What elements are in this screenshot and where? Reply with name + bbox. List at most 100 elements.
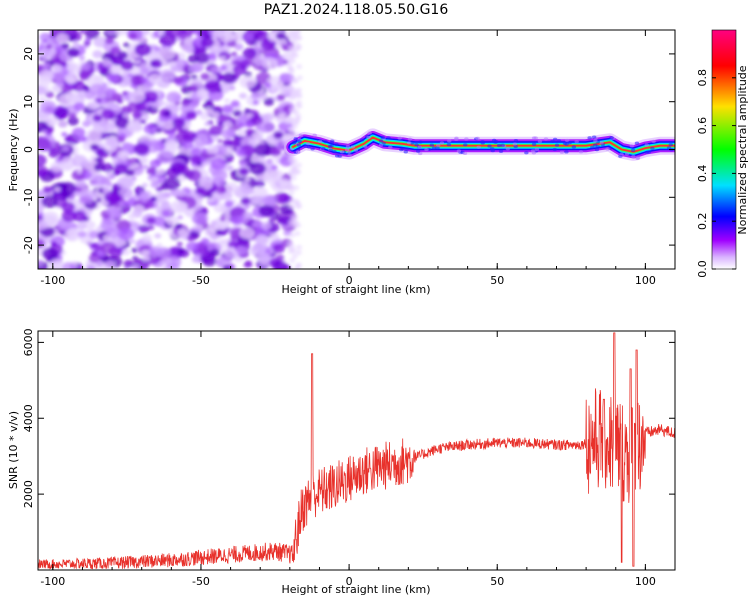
signal-speckle <box>332 150 337 154</box>
noise-blob <box>156 243 163 248</box>
noise-blob <box>177 247 185 254</box>
signal-speckle <box>435 146 440 150</box>
noise-blob <box>287 30 294 35</box>
noise-blob <box>154 233 162 239</box>
noise-blob <box>235 246 247 255</box>
noise-blob <box>250 92 260 100</box>
noise-blob <box>96 198 102 203</box>
noise-blob <box>251 186 268 199</box>
signal-speckle <box>505 147 511 151</box>
noise-blob <box>162 266 169 269</box>
noise-blob <box>163 101 169 106</box>
noise-blob <box>42 186 52 194</box>
noise-blob <box>101 163 114 173</box>
noise-blob <box>138 224 150 234</box>
signal-speckle <box>312 133 317 137</box>
noise-blob <box>89 83 105 96</box>
signal-speckle <box>552 147 557 152</box>
signal-speckle <box>289 147 294 151</box>
noise-blob <box>146 166 157 175</box>
noise-blob <box>206 144 219 155</box>
noise-blob <box>190 147 202 157</box>
noise-blob <box>174 223 183 230</box>
noise-blob <box>238 92 247 99</box>
noise-blob <box>65 30 78 36</box>
noise-blob <box>185 241 199 252</box>
noise-blob <box>245 121 254 128</box>
noise-blob <box>230 100 240 108</box>
noise-blob <box>38 120 49 132</box>
y-tick-label: 10 <box>22 95 35 109</box>
signal-speckle <box>564 150 569 154</box>
noise-blob <box>212 176 225 186</box>
noise-blob <box>67 63 82 75</box>
signal-speckle <box>321 146 326 151</box>
noise-blob <box>288 204 295 210</box>
snr-xlabel: Height of straight line (km) <box>281 583 430 596</box>
noise-blob <box>45 44 53 50</box>
noise-blob <box>106 30 116 35</box>
noise-blob <box>245 128 254 136</box>
noise-blob <box>141 198 148 204</box>
noise-blob <box>134 59 141 64</box>
noise-blob <box>162 60 168 65</box>
signal-speckle <box>339 150 345 154</box>
signal-speckle <box>550 139 555 143</box>
noise-blob <box>218 55 226 61</box>
noise-blob <box>161 120 175 130</box>
noise-blob <box>281 44 287 49</box>
noise-blob <box>79 193 93 205</box>
noise-blob <box>38 238 45 249</box>
noise-blob <box>256 252 272 263</box>
noise-blob <box>224 98 230 103</box>
noise-blob <box>291 120 298 126</box>
noise-blob <box>218 114 229 123</box>
colorbar-tick-label: 0.0 <box>696 260 709 278</box>
noise-blob <box>55 33 70 44</box>
noise-blob <box>44 115 59 126</box>
noise-blob <box>296 100 303 106</box>
colorbar: 0.0 0.2 0.4 0.6 0.8 Normalized spectral ampl… <box>696 29 749 278</box>
colorbar-tick-label: 0.8 <box>696 69 709 87</box>
signal-speckle <box>552 137 558 141</box>
noise-blob <box>150 58 162 68</box>
noise-blob <box>244 204 250 209</box>
noise-blob <box>154 46 162 53</box>
chart-title: PAZ1.2024.118.05.50.G16 <box>264 2 449 18</box>
noise-blob <box>78 69 92 80</box>
signal-speckle <box>353 148 359 152</box>
signal-speckle <box>524 151 529 155</box>
noise-blob <box>221 128 236 140</box>
noise-blob <box>181 42 194 53</box>
snr-series-line <box>38 332 675 570</box>
noise-blob <box>263 112 275 122</box>
noise-blob <box>38 154 47 167</box>
signal-speckle <box>454 137 459 142</box>
noise-blob <box>142 164 149 169</box>
noise-blob <box>210 220 218 226</box>
y-tick-label: 0 <box>22 146 35 153</box>
noise-blob <box>296 44 303 50</box>
signal-speckle <box>556 139 562 143</box>
noise-blob <box>38 96 47 103</box>
noise-blob <box>114 117 130 129</box>
noise-blob <box>289 185 296 191</box>
noise-blob <box>123 42 130 48</box>
noise-blob <box>222 104 234 114</box>
noise-blob <box>296 75 303 81</box>
noise-blob <box>148 246 162 257</box>
signal-speckle <box>571 145 577 149</box>
noise-blob <box>66 47 80 58</box>
noise-blob <box>245 188 254 195</box>
signal-speckle <box>310 147 315 151</box>
noise-blob <box>65 91 81 103</box>
noise-blob <box>39 100 57 114</box>
noise-blob <box>116 98 124 104</box>
noise-blob <box>205 98 214 105</box>
noise-blob <box>228 85 236 91</box>
noise-blob <box>133 143 150 156</box>
signal-speckle <box>317 139 323 143</box>
noise-blob <box>122 91 128 96</box>
signal-speckle <box>305 142 311 146</box>
